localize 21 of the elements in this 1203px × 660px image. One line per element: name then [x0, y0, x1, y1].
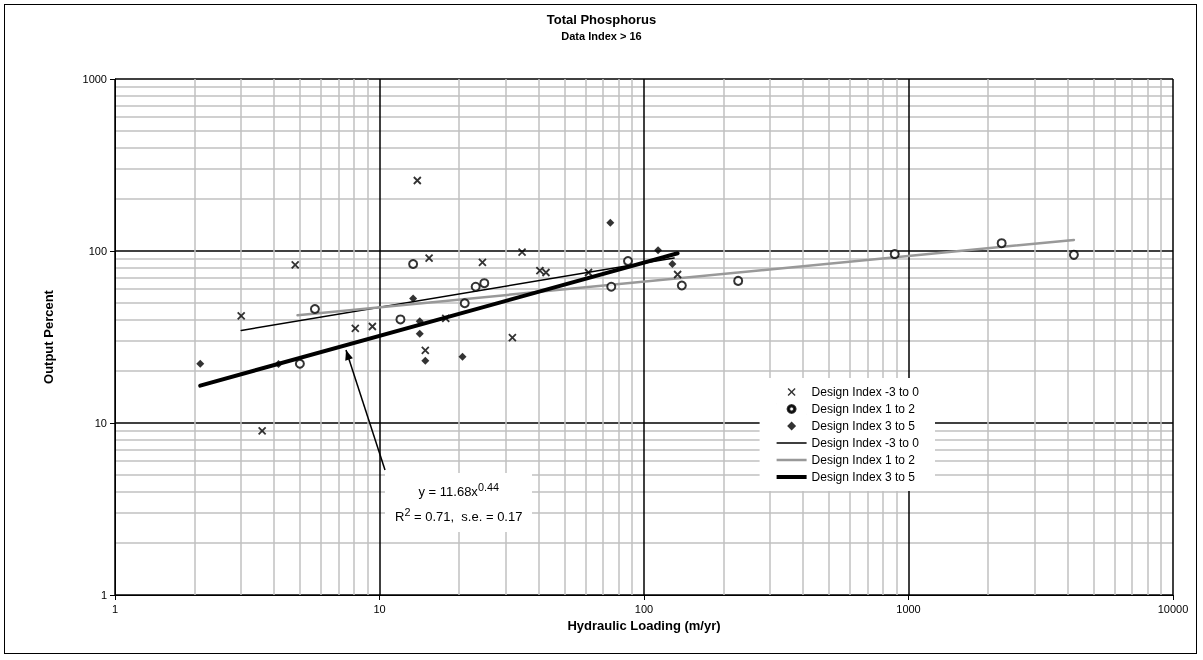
y-tick-label: 100 — [88, 245, 107, 257]
legend-label: Design Index 1 to 2 — [811, 402, 916, 416]
chart-title: Total Phosphorus — [546, 12, 657, 27]
x-tick-label: 10 — [373, 602, 386, 615]
legend-label: Design Index 1 to 2 — [811, 453, 916, 467]
y-tick-label: 10 — [94, 417, 107, 429]
annotation: R$^{2}$ = 0.71, s.e. = 0.17 — [395, 505, 523, 527]
legend-label: Design Index -3 to 0 — [811, 436, 920, 450]
x-tick-label: 1 — [111, 602, 119, 615]
legend-label: Design Index 3 to 5 — [811, 419, 916, 433]
x-tick-label: 100 — [634, 602, 654, 615]
y-tick-label: 1 — [100, 589, 107, 601]
x-axis-title: Hydraulic Loading (m/yr) — [567, 618, 721, 633]
chart-subtitle: Data Index > 16 — [561, 29, 642, 42]
annotation: y = 11.68x$^{0.44}$ — [417, 480, 500, 502]
y-axis-title: Output Percent — [41, 289, 56, 384]
x-tick-label: 10000 — [1157, 602, 1189, 615]
legend-label: Design Index 3 to 5 — [811, 470, 916, 484]
x-tick-label: 1000 — [896, 602, 921, 615]
legend-label: Design Index -3 to 0 — [811, 385, 920, 399]
y-tick-label: 1000 — [82, 73, 107, 85]
